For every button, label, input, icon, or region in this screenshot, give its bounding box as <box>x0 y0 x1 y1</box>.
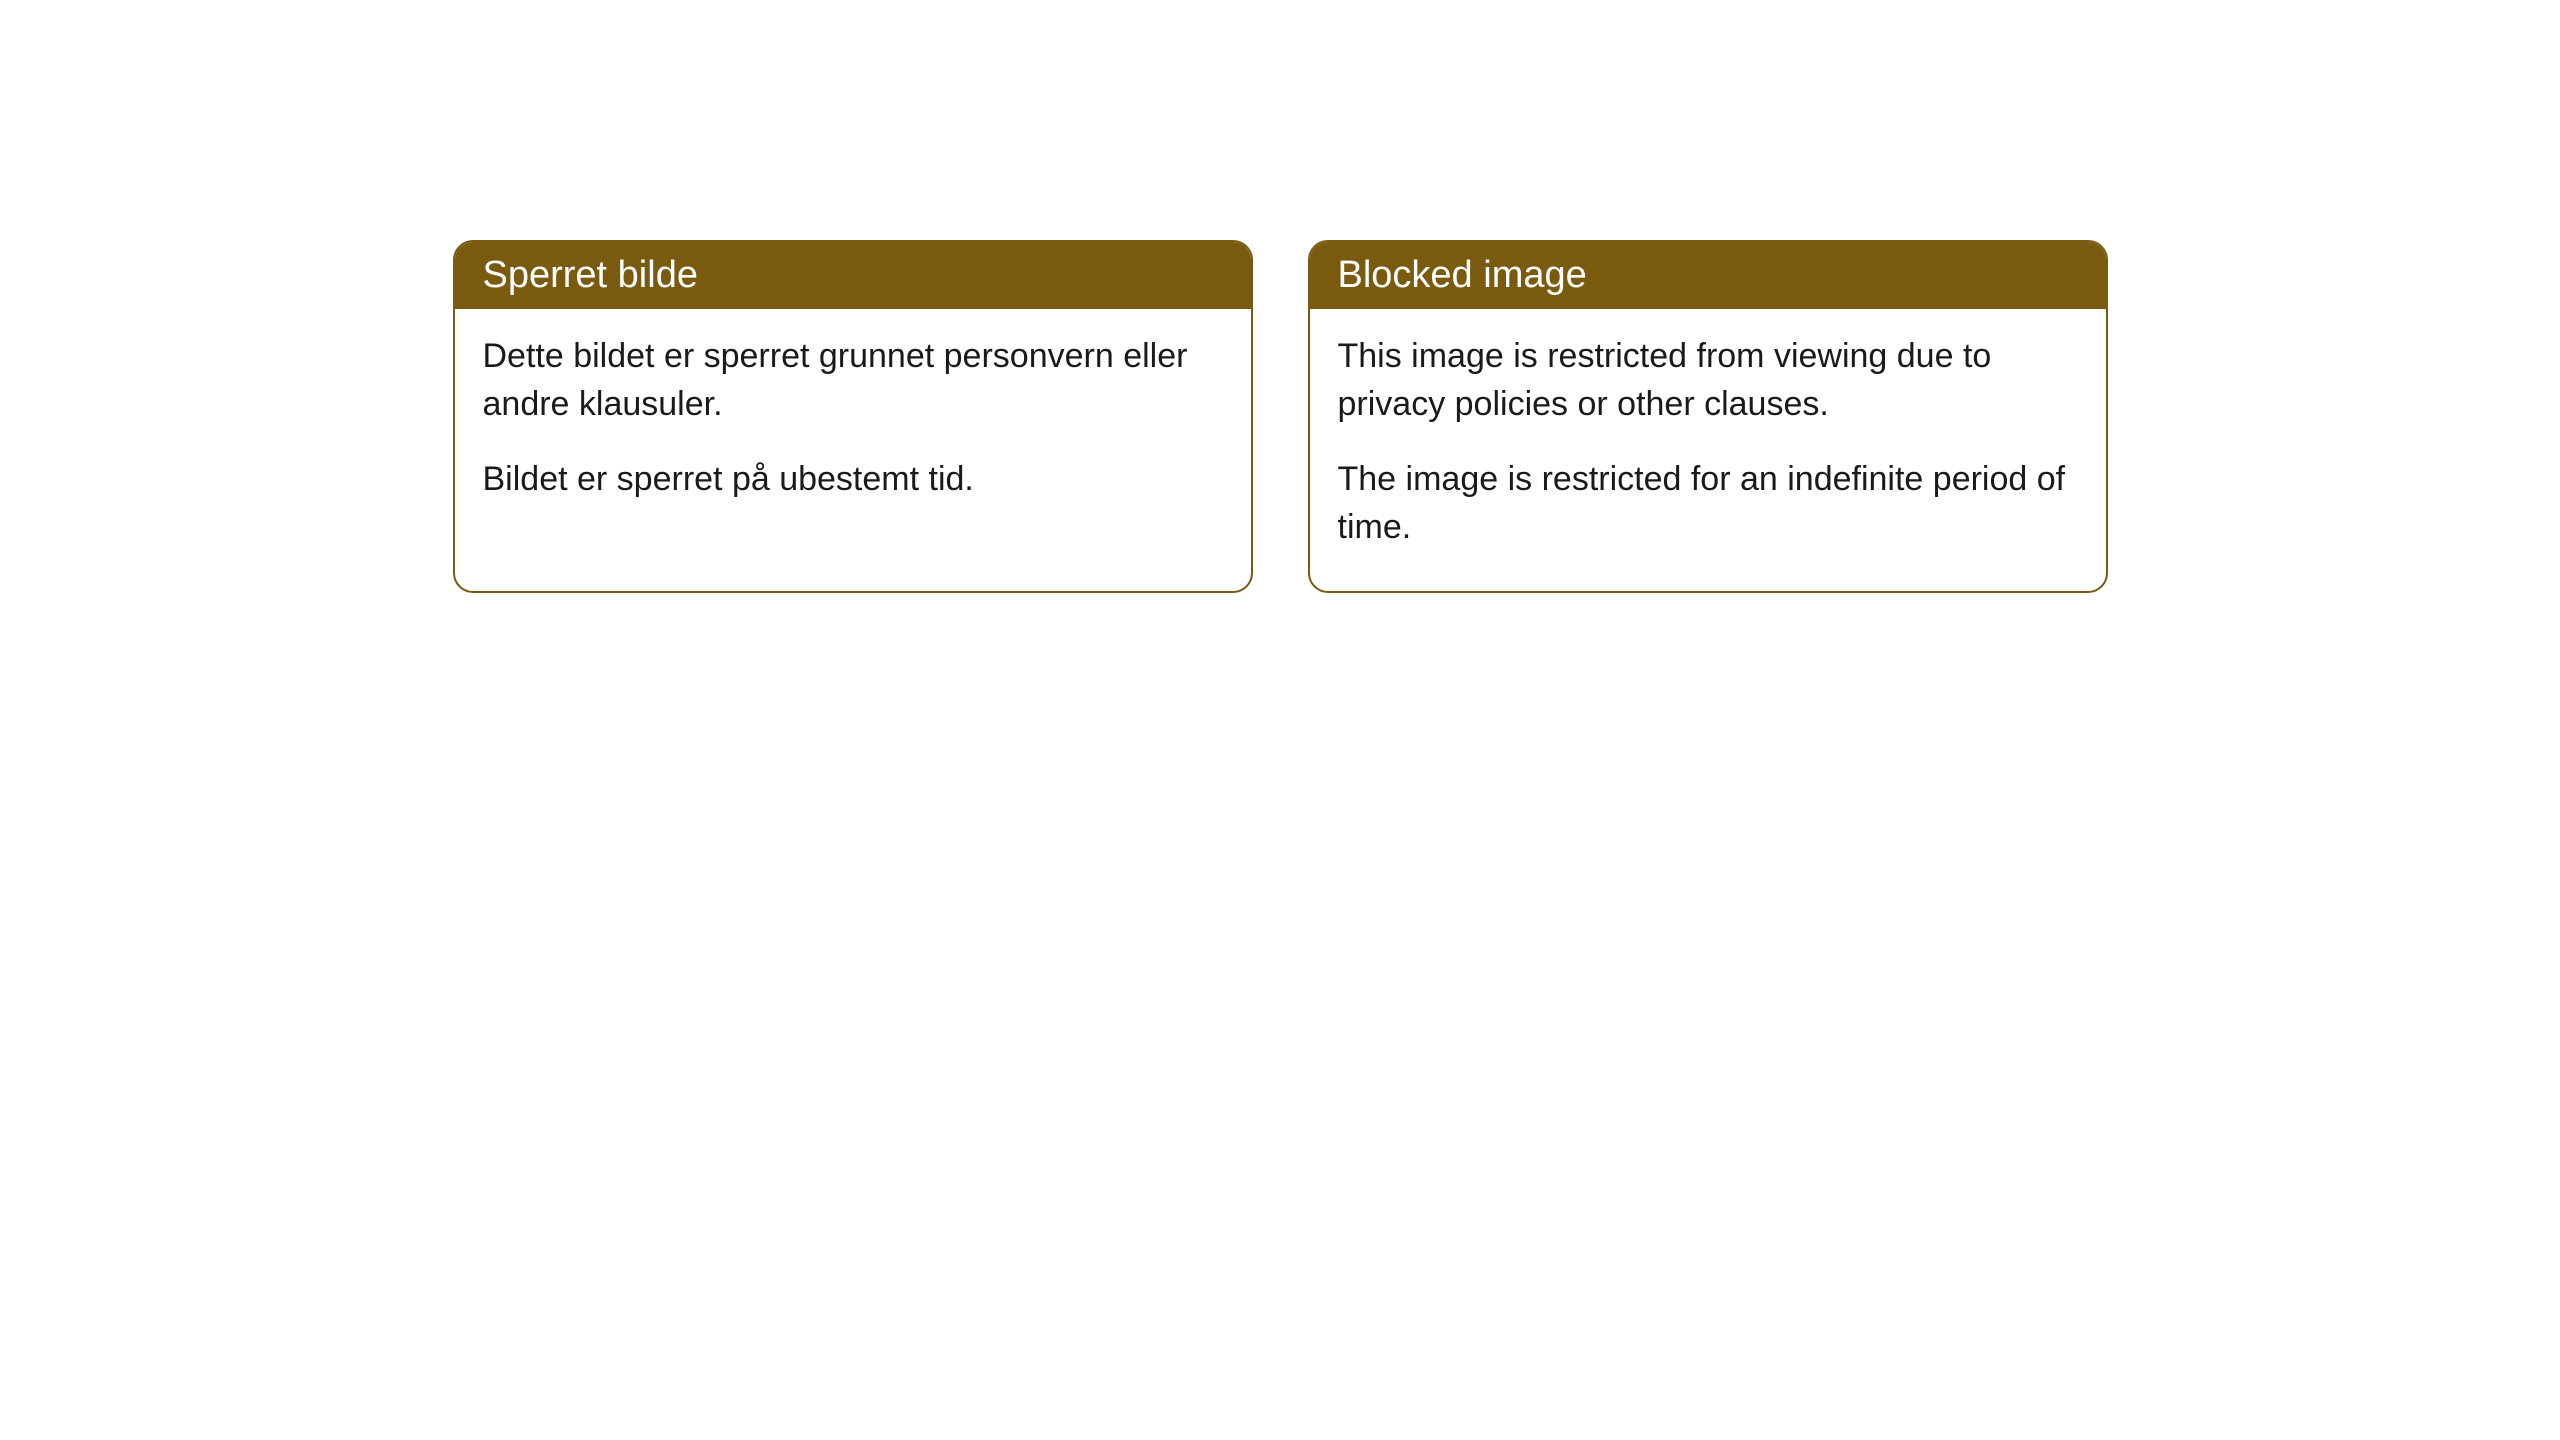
card-body: Dette bildet er sperret grunnet personve… <box>455 309 1251 544</box>
card-header: Blocked image <box>1310 242 2106 309</box>
cards-container: Sperret bilde Dette bildet er sperret gr… <box>450 240 2110 593</box>
card-header: Sperret bilde <box>455 242 1251 309</box>
card-paragraph: Dette bildet er sperret grunnet personve… <box>483 333 1223 428</box>
card-title: Blocked image <box>1338 254 1587 296</box>
card-title: Sperret bilde <box>483 254 698 296</box>
card-paragraph: The image is restricted for an indefinit… <box>1338 456 2078 551</box>
card-paragraph: Bildet er sperret på ubestemt tid. <box>483 456 1223 504</box>
blocked-image-card-english: Blocked image This image is restricted f… <box>1308 240 2108 593</box>
card-body: This image is restricted from viewing du… <box>1310 309 2106 591</box>
blocked-image-card-norwegian: Sperret bilde Dette bildet er sperret gr… <box>453 240 1253 593</box>
card-paragraph: This image is restricted from viewing du… <box>1338 333 2078 428</box>
